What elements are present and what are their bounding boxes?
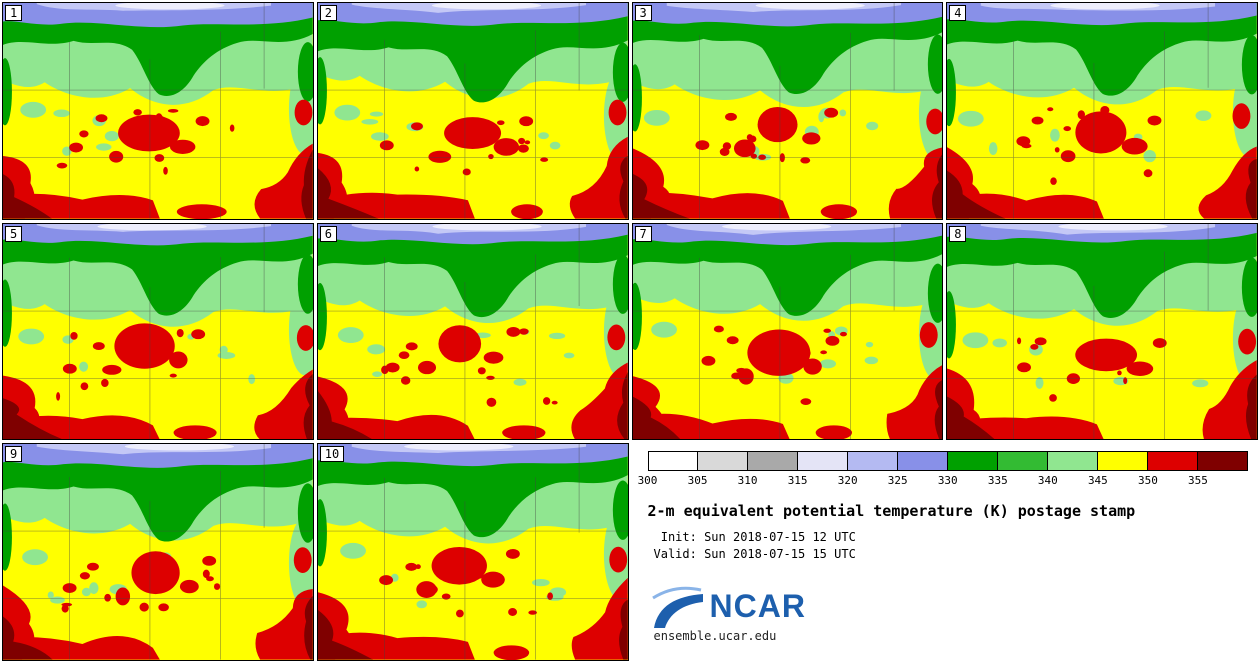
- colorbar-tick-label: 330: [937, 474, 958, 488]
- colorbar-segment: [1197, 452, 1247, 471]
- valid-time-label: Valid: Sun 2018-07-15 15 UTC: [653, 547, 856, 562]
- colorbar-tick-label: 325: [887, 474, 908, 488]
- colorbar-tick-label: 315: [787, 474, 808, 488]
- theta-e-map: [3, 3, 313, 219]
- colorbar-segment: [948, 452, 999, 471]
- colorbar-segment: [998, 452, 1049, 471]
- ensemble-member-panel[interactable]: 5: [2, 222, 314, 441]
- ensemble-member-panel[interactable]: 2: [316, 2, 629, 220]
- ncar-logo-text: NCAR: [709, 587, 806, 624]
- theta-e-map: [3, 223, 313, 440]
- member-number-badge: 4: [949, 5, 967, 21]
- product-title: 2-m equivalent potential temperature (K)…: [647, 502, 1136, 521]
- colorbar-segment: [798, 452, 849, 471]
- theta-e-map: [632, 3, 943, 219]
- colorbar-segment: [1098, 452, 1149, 471]
- ensemble-member-panel[interactable]: 1: [2, 2, 314, 220]
- colorbar-tick-label: 340: [1037, 474, 1058, 488]
- colorbar-segment: [848, 452, 899, 471]
- colorbar-segment: [748, 452, 799, 471]
- colorbar-tick-label: 335: [987, 474, 1008, 488]
- ensemble-member-panel[interactable]: 6: [316, 222, 629, 441]
- ensemble-member-panel[interactable]: 9: [2, 443, 314, 661]
- colorbar-tick-label: 305: [687, 474, 708, 488]
- theta-e-map: [3, 444, 313, 660]
- colorbar-tick-label: 310: [737, 474, 758, 488]
- theta-e-map: [632, 223, 943, 440]
- theta-e-map: [947, 223, 1257, 440]
- colorbar-tick-labels: 300 305 310 315 320 325 330 335 340 345 350 355: [638, 471, 1249, 488]
- colorbar-tick-label: 355: [1188, 474, 1208, 488]
- theta-e-map: [317, 444, 628, 660]
- member-number-badge: 7: [634, 225, 652, 242]
- site-url: ensemble.ucar.edu: [653, 629, 777, 644]
- member-number-badge: 9: [5, 446, 23, 463]
- colorbar-tick-label: 300: [637, 474, 658, 488]
- legend-area: 300 305 310 315 320 325 330 335 340 345 350 355 2-m…: [631, 443, 1258, 661]
- theta-e-map: [317, 3, 628, 219]
- theta-e-map: [947, 3, 1257, 219]
- member-number-badge: 3: [634, 5, 652, 21]
- colorbar-segment: [1048, 452, 1099, 471]
- ensemble-member-panel[interactable]: 4: [946, 2, 1258, 220]
- colorbar-tick-label: 350: [1137, 474, 1158, 488]
- member-number-badge: 2: [319, 5, 337, 21]
- ensemble-member-panel[interactable]: 8: [946, 222, 1258, 441]
- ensemble-member-panel[interactable]: 7: [631, 222, 944, 441]
- member-number-badge: 8: [949, 225, 967, 242]
- colorbar-tick-label: 345: [1087, 474, 1108, 488]
- colorbar-segment: [698, 452, 749, 471]
- ensemble-member-panel[interactable]: 3: [631, 2, 944, 220]
- member-number-badge: 6: [319, 225, 337, 242]
- ensemble-member-panel[interactable]: 10: [316, 443, 629, 661]
- ncar-brand: NCAR: [650, 583, 1249, 629]
- colorbar-segment: [1148, 452, 1198, 471]
- colorbar: [647, 451, 1248, 472]
- colorbar-tick-label: 320: [837, 474, 858, 488]
- member-number-badge: 5: [5, 225, 23, 242]
- member-number-badge: 10: [319, 446, 345, 463]
- colorbar-segment: [648, 452, 699, 471]
- colorbar-segment: [898, 452, 949, 471]
- theta-e-map: [317, 223, 628, 440]
- init-time-label: Init: Sun 2018-07-15 12 UTC: [653, 530, 856, 545]
- ncar-logo-icon: [651, 587, 703, 629]
- member-number-badge: 1: [5, 5, 23, 21]
